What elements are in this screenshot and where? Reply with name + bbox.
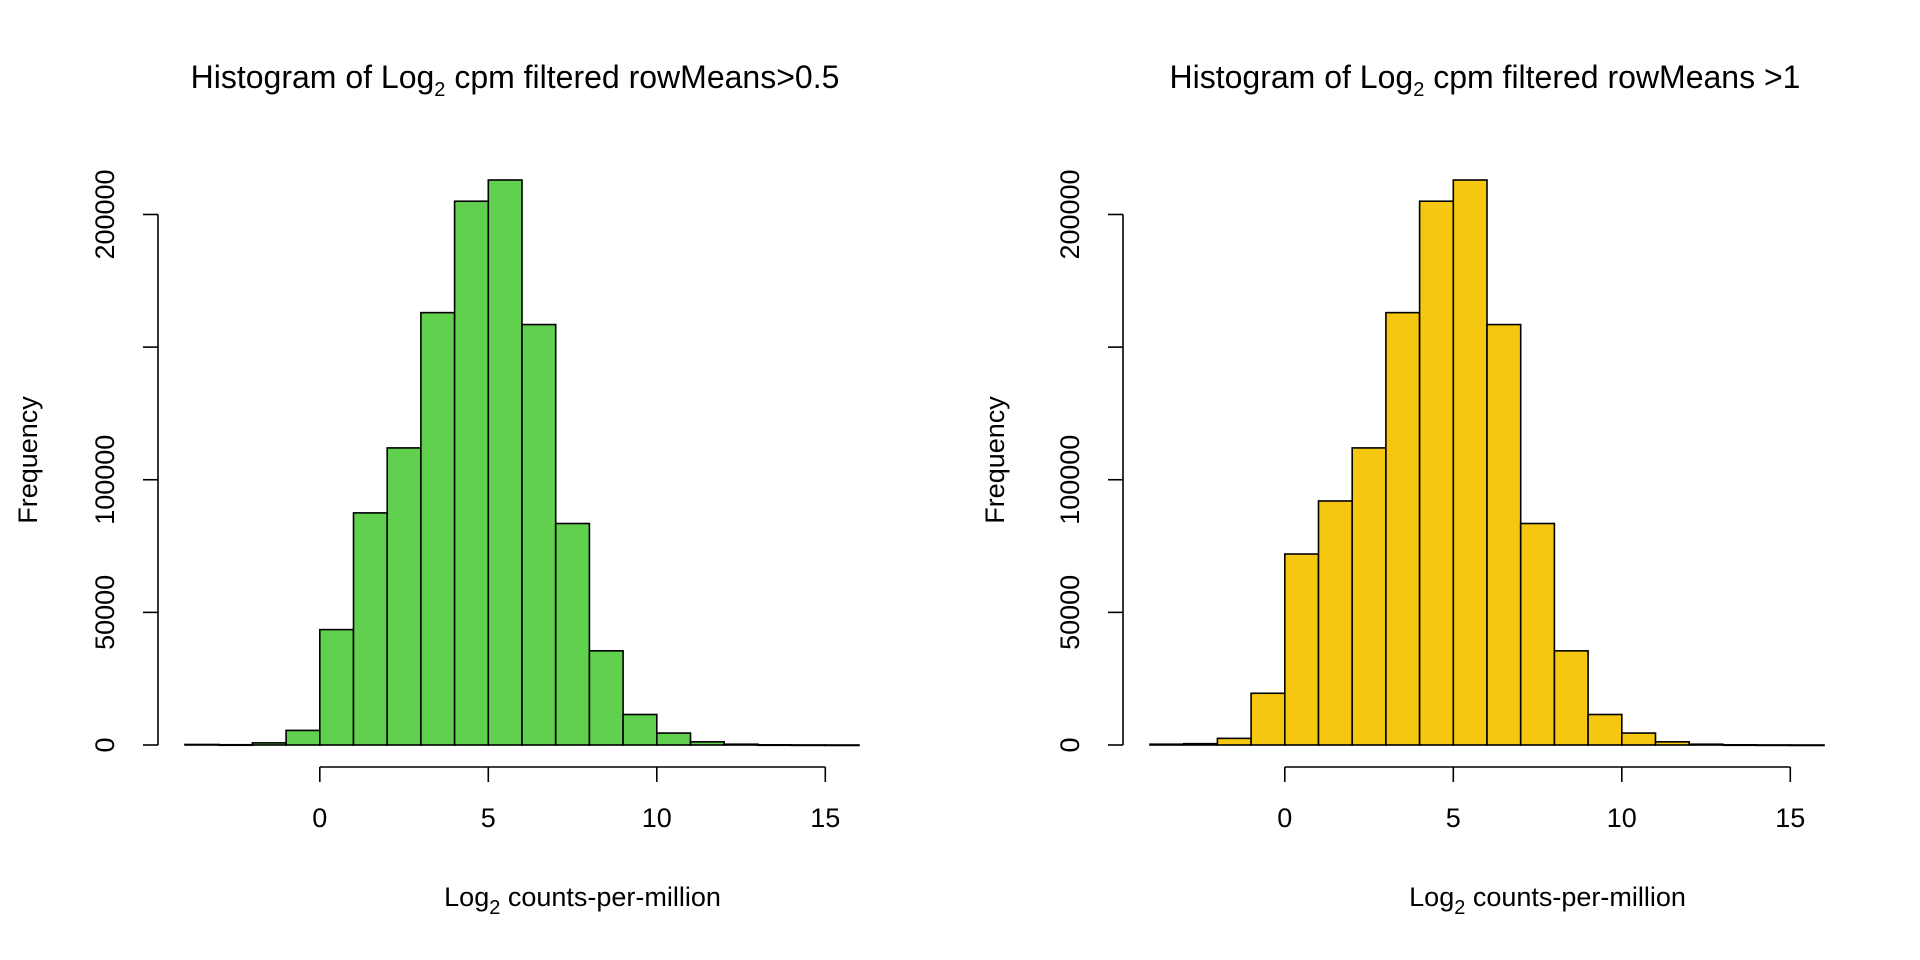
- histogram-bar: [1722, 743, 1758, 747]
- histogram-bar: [1250, 692, 1286, 746]
- histogram-bar: [1182, 742, 1219, 746]
- histogram-bar: [1385, 311, 1421, 746]
- histogram-bar: [790, 744, 827, 747]
- chart-title: Histogram of Log2 cpm filtered rowMeans …: [1170, 59, 1801, 101]
- histogram-panel-2: Histogram of Log2 cpm filtered rowMeans …: [980, 59, 1825, 919]
- y-tick-label: 50000: [1055, 575, 1085, 650]
- x-tick-label: 15: [810, 803, 840, 833]
- histogram-bar: [487, 179, 523, 746]
- y-tick-label: 50000: [90, 575, 120, 650]
- histogram-bar: [352, 512, 389, 746]
- x-tick-label: 5: [1446, 803, 1461, 833]
- histogram-bar: [1654, 741, 1691, 746]
- chart-title: Histogram of Log2 cpm filtered rowMeans>…: [191, 59, 840, 101]
- histogram-bar: [1621, 732, 1657, 746]
- histogram-bar: [723, 743, 759, 746]
- histogram-bar: [1519, 522, 1556, 746]
- histogram-bar: [1149, 743, 1185, 746]
- y-tick-label: 200000: [1055, 169, 1085, 259]
- histogram-bar: [1317, 500, 1354, 746]
- histogram-bar: [1284, 553, 1320, 746]
- histogram-bar: [386, 447, 422, 746]
- histogram-bar: [1351, 447, 1387, 746]
- histogram-bar: [588, 650, 624, 746]
- x-axis-label: Log2 counts-per-million: [444, 882, 721, 919]
- histogram-bar: [318, 628, 355, 746]
- histogram-bar: [554, 522, 591, 746]
- histogram-bar: [689, 741, 726, 746]
- histogram-bar: [285, 729, 321, 746]
- histogram-bar: [1452, 179, 1488, 746]
- y-tick-label: 100000: [90, 435, 120, 525]
- histogram-bar: [1216, 737, 1252, 746]
- y-axis: 0 50000 100000 200000: [1055, 169, 1124, 753]
- x-tick-label: 15: [1775, 803, 1805, 833]
- histogram-bar: [1418, 200, 1455, 746]
- histogram-bar: [824, 744, 860, 747]
- x-axis: 0 5 10 15: [1277, 766, 1805, 833]
- histogram-bar: [1587, 713, 1623, 746]
- histogram-bar: [453, 200, 490, 746]
- histogram-bar: [1789, 744, 1825, 747]
- histogram-bar: [1755, 744, 1792, 747]
- bars: [184, 179, 860, 747]
- histogram-bar: [420, 311, 456, 746]
- histogram-bar: [1688, 743, 1724, 746]
- histogram-bar: [1553, 650, 1589, 746]
- y-tick-label: 100000: [1055, 435, 1085, 525]
- histogram-bar: [521, 323, 557, 746]
- y-axis-label: Frequency: [980, 396, 1010, 524]
- bars: [1149, 179, 1825, 747]
- x-tick-label: 0: [1277, 803, 1292, 833]
- x-tick-label: 10: [642, 803, 672, 833]
- histogram-bar: [184, 743, 220, 746]
- histogram-bar: [1486, 323, 1522, 746]
- y-tick-label: 200000: [90, 169, 120, 259]
- histogram-bar: [622, 713, 658, 746]
- y-tick-label: 0: [1055, 737, 1085, 752]
- x-axis: 0 5 10 15: [312, 766, 840, 833]
- x-tick-label: 5: [481, 803, 496, 833]
- x-tick-label: 0: [312, 803, 327, 833]
- histogram-bar: [757, 743, 793, 747]
- x-axis-label: Log2 counts-per-million: [1409, 882, 1686, 919]
- histogram-panel-1: Histogram of Log2 cpm filtered rowMeans>…: [13, 59, 860, 919]
- y-axis: 0 50000 100000 200000: [90, 169, 159, 753]
- y-axis-label: Frequency: [13, 396, 43, 524]
- histogram-bar: [217, 743, 254, 747]
- histogram-bar: [655, 732, 692, 746]
- x-tick-label: 10: [1607, 803, 1637, 833]
- histogram-bar: [251, 742, 287, 746]
- y-tick-label: 0: [90, 737, 120, 752]
